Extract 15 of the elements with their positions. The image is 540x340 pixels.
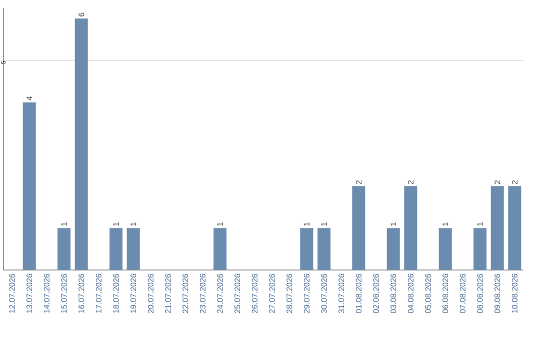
bar [58, 228, 71, 270]
bar [214, 228, 227, 270]
bar [318, 228, 331, 270]
bar [404, 186, 418, 270]
bar [386, 228, 400, 270]
bar [508, 186, 522, 270]
bar [110, 228, 123, 270]
bar [22, 102, 36, 270]
bar [74, 18, 88, 270]
bar [352, 186, 366, 270]
bar [474, 228, 487, 270]
bar [490, 186, 504, 270]
bar [300, 228, 314, 270]
bar [438, 228, 452, 270]
bar [126, 228, 140, 270]
